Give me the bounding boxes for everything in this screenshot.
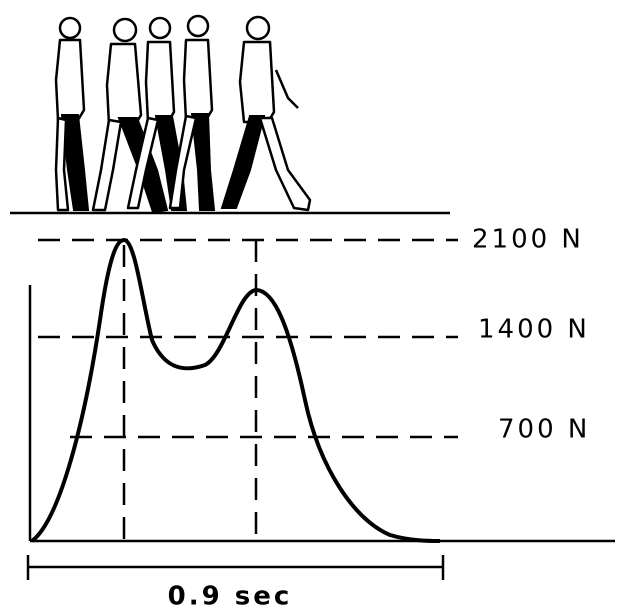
level-label: 700 N: [498, 415, 590, 445]
level-label: 1400 N: [478, 315, 590, 345]
walking-figures: [56, 16, 310, 212]
duration-label: 0.9 sec: [168, 582, 293, 611]
force-curve: [32, 240, 440, 541]
level-label: 2100 N: [472, 225, 584, 255]
diagram: 2100 N 1400 N 700 N 0.9 sec: [0, 0, 620, 611]
